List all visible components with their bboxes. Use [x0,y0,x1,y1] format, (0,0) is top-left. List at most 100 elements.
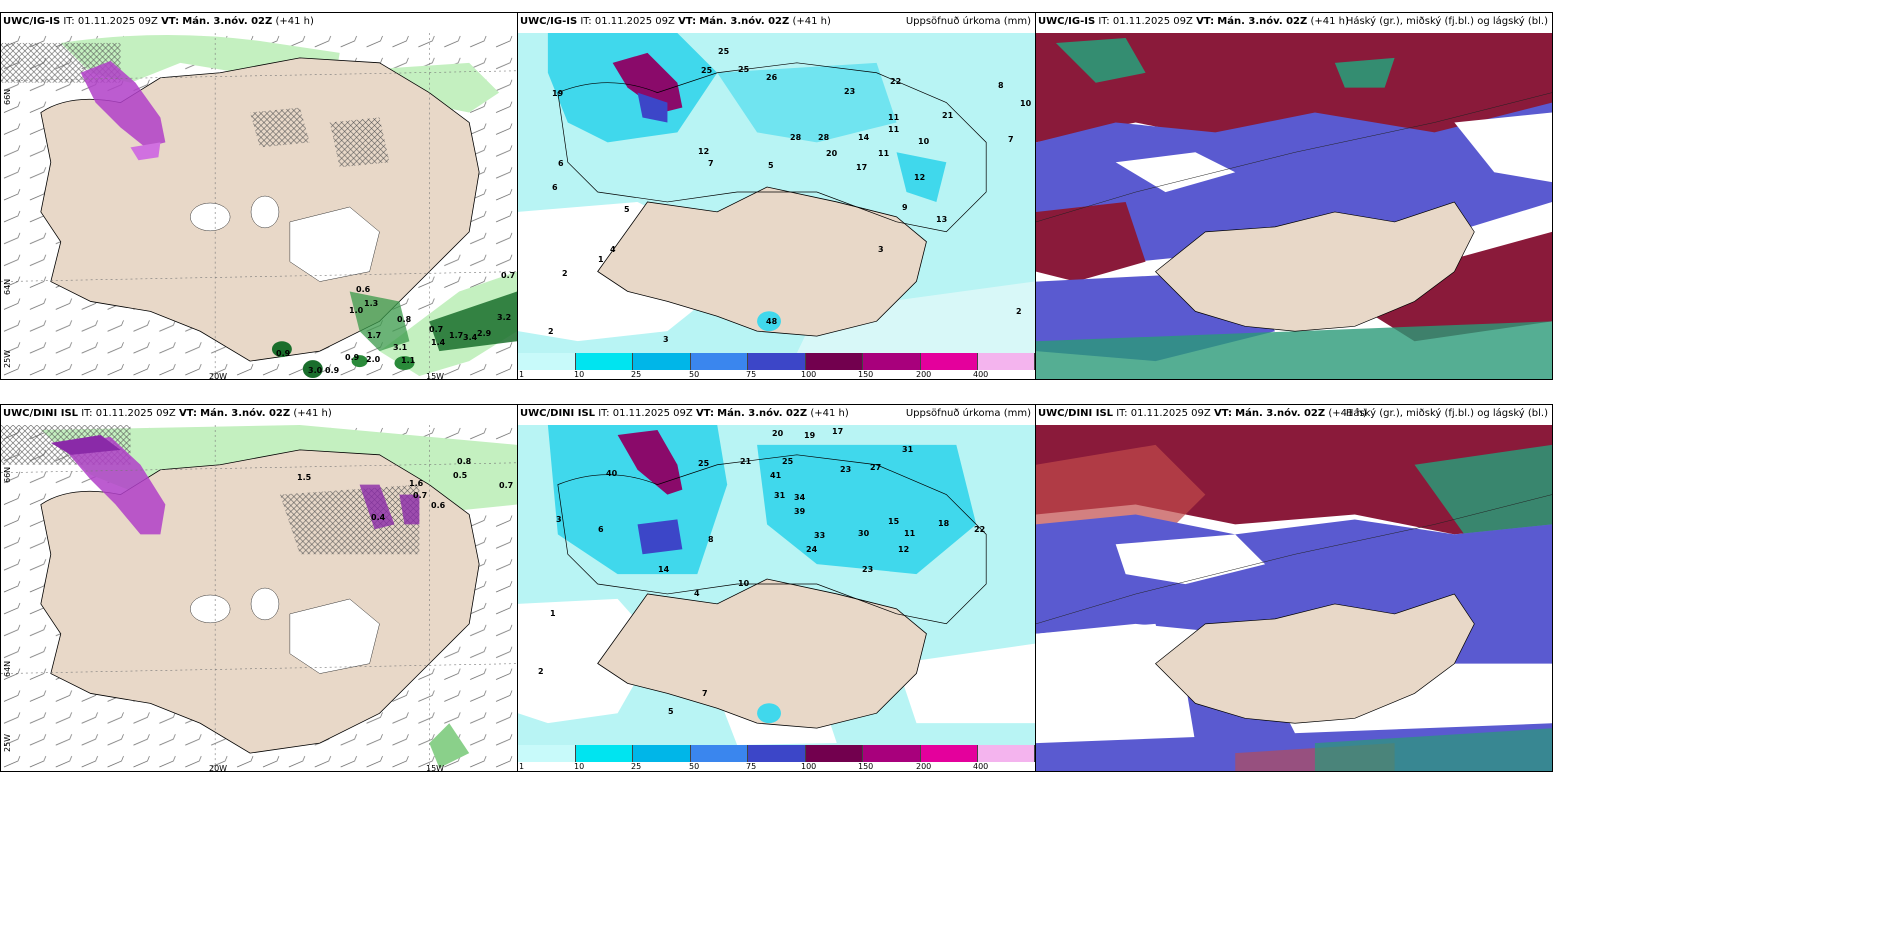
colorbar-segment [691,745,748,762]
value-label: 34 [794,493,806,502]
value-label: 1.6 [409,479,424,488]
value-label: 12 [698,147,710,156]
value-label: 11 [888,125,900,134]
value-label: 0.9 [325,366,340,375]
panel-clouds-dini: UWC/DINI ISL IT: 01.11.2025 09Z VT: Mán.… [1035,404,1553,772]
value-label: 6 [558,159,564,168]
panel-title: UWC/DINI ISL IT: 01.11.2025 09Z VT: Mán.… [3,408,332,419]
colorbar-segment [921,745,978,762]
colorbar-tick: 1 [519,762,525,771]
colorbar-segment [518,353,576,370]
panel-right-title: Uppsöfnuð úrkoma (mm) [905,16,1031,27]
value-label: 10 [1020,99,1032,108]
value-label: 25 [718,47,730,56]
value-label: 8 [998,81,1004,90]
value-label: 0.9 [276,349,291,358]
panel-right-title: Uppsöfnuð úrkoma (mm) [905,408,1031,419]
map-area [1,33,517,379]
value-label: 0.8 [457,457,472,466]
value-label: 3.2 [497,313,512,322]
lon-label-25w: 25W [3,349,12,368]
value-label: 23 [844,87,856,96]
value-label: 0.7 [413,491,428,500]
colorbar-tick: 150 [858,762,874,771]
value-label: 6 [598,525,604,534]
value-label: 1.7 [449,331,464,340]
map-area [1036,33,1552,379]
value-label: 1.0 [349,306,364,315]
value-label: 0.7 [429,325,444,334]
value-label: 3 [556,515,562,524]
value-label: 28 [818,133,830,142]
value-label: 14 [658,565,670,574]
map-area [518,33,1035,353]
value-label: 22 [974,525,986,534]
value-label: 39 [794,507,806,516]
value-label: 1.5 [297,473,312,482]
value-label: 3.1 [393,343,408,352]
colorbar-segment [863,745,921,762]
value-label: 3 [663,335,669,344]
value-label: 25 [738,65,750,74]
value-label: 0.6 [431,501,446,510]
colorbar-tick: 25 [631,762,642,771]
value-label: 31 [902,445,914,454]
colorbar-segment [748,353,806,370]
value-label: 48 [766,317,778,326]
value-label: 30 [858,529,870,538]
value-label: 22 [890,77,902,86]
lat-label-64n: 64N [3,660,12,677]
value-label: 40 [606,469,618,478]
colorbar-segment [806,353,863,370]
colorbar-tick: 10 [574,762,585,771]
value-label: 0.6 [356,285,371,294]
colorbar-tick: 50 [689,762,700,771]
value-label: 4 [694,589,700,598]
lat-label-64n: 64N [3,278,12,295]
panel-accum-precip-dini: UWC/DINI ISL IT: 01.11.2025 09Z VT: Mán.… [517,404,1036,772]
value-label: 11 [878,149,890,158]
value-label: 24 [806,545,818,554]
value-label: 0.9 [345,353,360,362]
value-label: 14 [858,133,870,142]
colorbar-tick: 200 [916,370,932,379]
map-area [1036,425,1552,771]
value-label: 6 [552,183,558,192]
colorbar-tick: 400 [973,762,989,771]
lon-label-25w: 25W [3,733,12,752]
value-label: 18 [938,519,950,528]
colorbar-tick: 50 [689,370,700,379]
colorbar: 1 10 25 50 75 100 150 200 400 [518,745,1035,771]
value-label: 5 [768,161,774,170]
value-label: 5 [668,707,674,716]
value-label: 5 [624,205,630,214]
value-label: 0.7 [501,271,516,280]
value-label: 23 [840,465,852,474]
lon-label-20w: 20W [209,372,228,380]
value-label: 19 [552,89,564,98]
colorbar-segment [576,745,633,762]
value-label: 2 [538,667,544,676]
lon-label-15w: 15W [426,764,445,772]
colorbar-segment [518,745,576,762]
value-label: 28 [790,133,802,142]
value-label: 10 [918,137,930,146]
colorbar: 1 10 25 50 75 100 150 200 400 [518,353,1035,379]
value-label: 3.0 [308,366,323,375]
value-label: 8 [708,535,714,544]
value-label: 2.9 [477,329,492,338]
panel-title: UWC/DINI ISL IT: 01.11.2025 09Z VT: Mán.… [520,408,849,419]
colorbar-tick: 400 [973,370,989,379]
colorbar-tick: 75 [746,762,757,771]
colorbar-segment [748,745,806,762]
lat-label-66n: 66N [3,88,12,105]
value-label: 2 [548,327,554,336]
value-label: 11 [904,529,916,538]
value-label: 4 [610,245,616,254]
colorbar-segment [863,353,921,370]
value-label: 2.0 [366,355,381,364]
colorbar-tick: 100 [801,370,817,379]
value-label: 21 [740,457,752,466]
value-label: 23 [862,565,874,574]
colorbar-tick: 75 [746,370,757,379]
